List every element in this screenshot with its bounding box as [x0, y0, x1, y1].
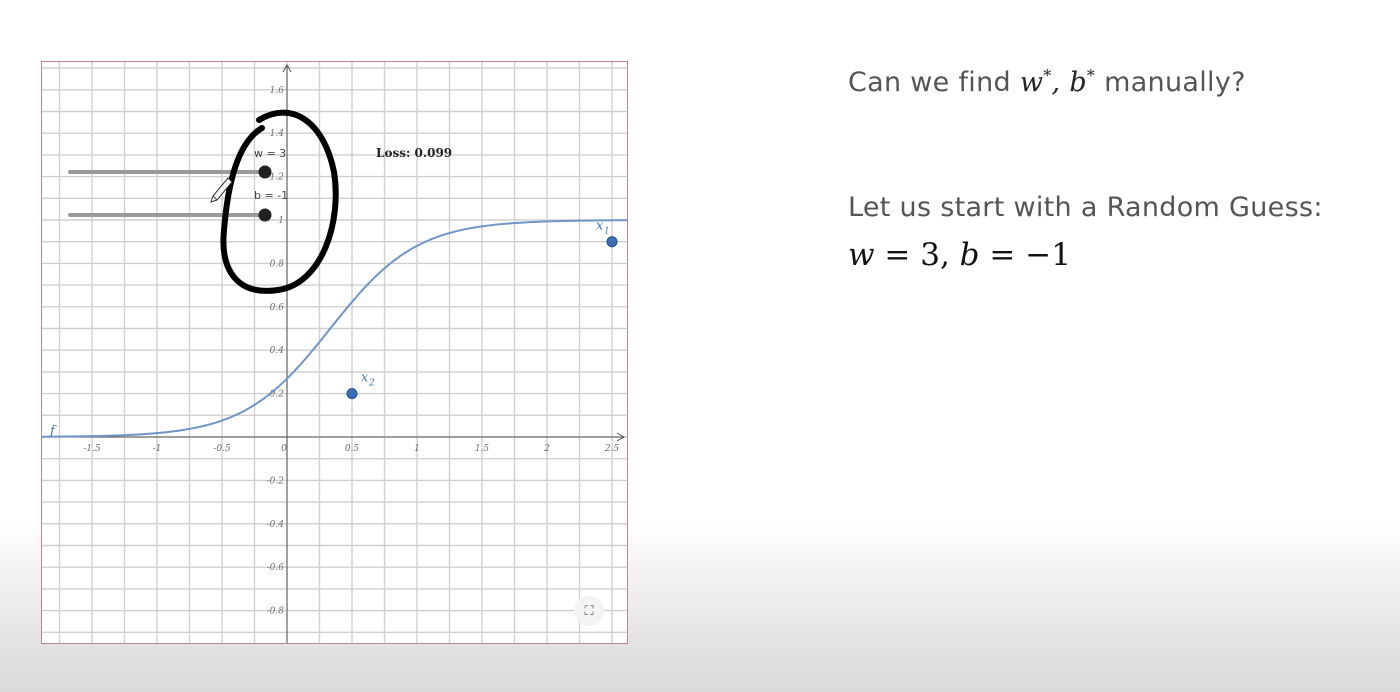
- slider-w[interactable]: w = 3: [68, 147, 286, 179]
- x-tick-label: 0.5: [345, 444, 360, 454]
- y-tick-label: -0.4: [267, 520, 285, 530]
- graph-canvas[interactable]: -1.5 -1 -0.5 0 0.5 1 1.5 2 2.5 1.6 1.4 1.2 1 0.8 0.6 0.…: [42, 62, 628, 644]
- y-tick-label: 1.6: [270, 86, 285, 96]
- equation-w-value: = 3,: [874, 237, 960, 273]
- equation-w: w: [848, 237, 875, 273]
- sigmoid-curve: [42, 219, 627, 438]
- annotation-circle: [220, 109, 339, 294]
- slider-w-label: w = 3: [254, 147, 286, 160]
- grid: [42, 62, 627, 643]
- function-label: f: [49, 424, 57, 439]
- y-tick-label: -0.6: [267, 563, 285, 573]
- point-label-subscript: 2: [368, 379, 375, 389]
- x-tick-label: 2.5: [604, 444, 620, 454]
- y-tick-label: 0.8: [270, 259, 285, 269]
- x-axis-arrow: [616, 432, 626, 442]
- question-heading: Can we find w*, b* manually?: [848, 66, 1246, 98]
- start-line: Let us start with a Random Guess:: [848, 192, 1323, 223]
- axes: [42, 63, 626, 643]
- y-axis-arrow: [282, 63, 292, 73]
- question-star-w: *: [1043, 66, 1052, 85]
- y-tick-label: 1.2: [270, 173, 285, 183]
- fullscreen-icon: ⛶: [584, 603, 594, 619]
- question-prefix: Can we find: [848, 67, 1020, 98]
- y-tick-label: -0.2: [267, 476, 285, 486]
- x-tick-label: 1: [414, 444, 420, 454]
- y-tick-label: 0.2: [270, 390, 285, 400]
- point-label-subscript: 1: [604, 227, 610, 237]
- y-tick-label: -0.8: [267, 607, 285, 617]
- point-label: x: [596, 219, 604, 234]
- question-star-b: *: [1086, 66, 1096, 85]
- equation-b: b: [959, 237, 980, 273]
- question-suffix: manually?: [1095, 67, 1246, 98]
- question-w: w: [1019, 67, 1044, 98]
- slider-b[interactable]: b = -1: [68, 189, 288, 222]
- data-point: [346, 388, 358, 400]
- question-b: b: [1069, 67, 1087, 98]
- y-tick-label: 0.4: [270, 346, 285, 356]
- question-comma: ,: [1051, 67, 1070, 98]
- tick-labels: -1.5 -1 -0.5 0 0.5 1 1.5 2 2.5 1.6 1.4 1.2 1 0.8 0.6 0.…: [83, 86, 619, 617]
- data-point: [606, 236, 618, 248]
- equation-b-value: = −1: [979, 237, 1071, 273]
- x-tick-label: 1.5: [475, 444, 490, 454]
- x-tick-label: 2: [543, 444, 550, 454]
- x-tick-label: -1.5: [83, 444, 101, 454]
- pen-cursor-icon: [210, 177, 233, 203]
- loss-label: Loss: 0.099: [376, 146, 452, 160]
- fullscreen-button[interactable]: ⛶: [574, 596, 604, 626]
- guess-equation: w = 3, b = −1: [848, 237, 1071, 273]
- x-tick-label: -0.5: [213, 444, 231, 454]
- point-label: x: [361, 371, 369, 386]
- slider-b-label: b = -1: [254, 189, 288, 202]
- y-tick-label: 0.6: [270, 303, 285, 313]
- y-tick-label: 1.4: [270, 129, 285, 139]
- x-tick-label: 0: [281, 444, 287, 454]
- data-points: x 1x 2: [346, 219, 618, 400]
- graph-panel[interactable]: -1.5 -1 -0.5 0 0.5 1 1.5 2 2.5 1.6 1.4 1.2 1 0.8 0.6 0.…: [41, 61, 628, 644]
- slider-w-knob[interactable]: [258, 165, 272, 179]
- slider-b-knob[interactable]: [258, 208, 272, 222]
- y-tick-label: 1: [278, 216, 284, 226]
- x-tick-label: -1: [153, 444, 162, 454]
